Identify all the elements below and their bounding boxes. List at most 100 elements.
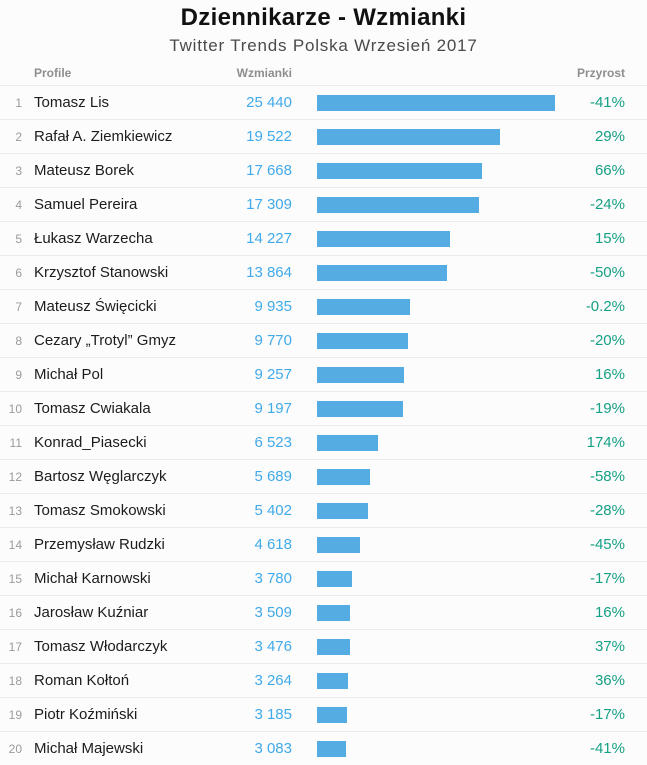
mentions-value: 25 440 (246, 94, 292, 111)
mentions-value: 9 257 (254, 366, 292, 383)
rank-number: 8 (15, 333, 22, 348)
profile-name: Jarosław Kuźniar (34, 604, 149, 621)
table-row: 16 Jarosław Kuźniar 3 509 16% (0, 595, 647, 629)
growth-value: 174% (586, 434, 625, 451)
rank-number: 13 (8, 503, 22, 518)
rank-number: 9 (15, 367, 22, 382)
mentions-bar (317, 400, 404, 417)
growth-value: -41% (589, 94, 625, 111)
growth-value: 36% (594, 672, 625, 689)
profile-name: Mateusz Święcicki (34, 298, 157, 315)
rank-number: 15 (8, 571, 22, 586)
table-row: 3 Mateusz Borek 17 668 66% (0, 153, 647, 187)
bar-track (317, 604, 555, 621)
rank-number: 5 (15, 231, 22, 246)
rank-number: 16 (8, 605, 22, 620)
mentions-value: 13 864 (246, 264, 292, 281)
rank-number: 10 (8, 401, 22, 416)
mentions-bar (317, 94, 555, 111)
rank-number: 3 (15, 163, 22, 178)
mentions-value: 3 083 (254, 740, 292, 757)
mentions-bar (317, 366, 404, 383)
column-headers: Profile Wzmianki Przyrost (0, 61, 647, 85)
table-row: 6 Krzysztof Stanowski 13 864 -50% (0, 255, 647, 289)
bar-track (317, 536, 555, 553)
growth-value: 37% (594, 638, 625, 655)
profile-name: Tomasz Lis (34, 94, 110, 111)
growth-value: -58% (589, 468, 625, 485)
growth-value: 16% (594, 366, 625, 383)
profile-name: Bartosz Węglarczyk (34, 468, 167, 485)
table-row: 7 Mateusz Święcicki 9 935 -0.2% (0, 289, 647, 323)
table-row: 10 Tomasz Cwiakala 9 197 -19% (0, 391, 647, 425)
bar-track (317, 128, 555, 145)
mentions-value: 19 522 (246, 128, 292, 145)
growth-value: -0.2% (585, 298, 625, 315)
bar-track (317, 502, 555, 519)
profile-name: Konrad_Piasecki (34, 434, 147, 451)
profile-name: Tomasz Włodarczyk (34, 638, 168, 655)
mentions-value: 9 770 (254, 332, 292, 349)
bar-track (317, 434, 555, 451)
mentions-value: 17 668 (246, 162, 292, 179)
mentions-value: 3 264 (254, 672, 292, 689)
rank-number: 14 (8, 537, 22, 552)
profile-name: Michał Majewski (34, 740, 144, 757)
profile-name: Michał Pol (34, 366, 104, 383)
mentions-value: 3 509 (254, 604, 292, 621)
profile-name: Michał Karnowski (34, 570, 151, 587)
column-header-mentions: Wzmianki (236, 66, 292, 80)
bar-track (317, 230, 555, 247)
mentions-value: 14 227 (246, 230, 292, 247)
rank-number: 4 (15, 197, 22, 212)
mentions-bar (317, 740, 346, 757)
rank-number: 7 (15, 299, 22, 314)
bar-track (317, 468, 555, 485)
column-header-growth: Przyrost (576, 66, 625, 80)
mentions-bar (317, 706, 347, 723)
profile-name: Piotr Koźmiński (34, 706, 138, 723)
mentions-value: 5 402 (254, 502, 292, 519)
rank-number: 18 (8, 673, 22, 688)
rank-number: 2 (15, 129, 22, 144)
growth-value: -20% (589, 332, 625, 349)
mentions-value: 3 780 (254, 570, 292, 587)
rank-number: 6 (15, 265, 22, 280)
page-title: Dziennikarze - Wzmianki (180, 4, 467, 31)
table-row: 8 Cezary „Trotyl” Gmyz 9 770 -20% (0, 323, 647, 357)
mentions-value: 4 618 (254, 536, 292, 553)
table-row: 14 Przemysław Rudzki 4 618 -45% (0, 527, 647, 561)
mentions-bar (317, 468, 371, 485)
profile-name: Samuel Pereira (34, 196, 138, 213)
growth-value: 15% (594, 230, 625, 247)
mentions-bar (317, 264, 447, 281)
mentions-bar (317, 570, 353, 587)
mentions-value: 9 197 (254, 400, 292, 417)
growth-value: 16% (594, 604, 625, 621)
bar-track (317, 638, 555, 655)
profile-name: Roman Kołtoń (34, 672, 130, 689)
growth-value: -17% (589, 570, 625, 587)
growth-value: -28% (589, 502, 625, 519)
bar-track (317, 672, 555, 689)
growth-value: 29% (594, 128, 625, 145)
mentions-bar (317, 162, 483, 179)
page-subtitle: Twitter Trends Polska Wrzesień 2017 (169, 36, 478, 55)
profile-name: Łukasz Warzecha (34, 230, 153, 247)
bar-track (317, 706, 555, 723)
rank-number: 1 (15, 95, 22, 110)
growth-value: -17% (589, 706, 625, 723)
rank-number: 12 (8, 469, 22, 484)
mentions-bar (317, 128, 500, 145)
table-row: 2 Rafał A. Ziemkiewicz 19 522 29% (0, 119, 647, 153)
bar-track (317, 570, 555, 587)
table-row: 11 Konrad_Piasecki 6 523 174% (0, 425, 647, 459)
bar-track (317, 196, 555, 213)
table-row: 9 Michał Pol 9 257 16% (0, 357, 647, 391)
table-row: 5 Łukasz Warzecha 14 227 15% (0, 221, 647, 255)
mentions-value: 3 185 (254, 706, 292, 723)
mentions-value: 6 523 (254, 434, 292, 451)
rank-number: 19 (8, 707, 22, 722)
bar-track (317, 298, 555, 315)
